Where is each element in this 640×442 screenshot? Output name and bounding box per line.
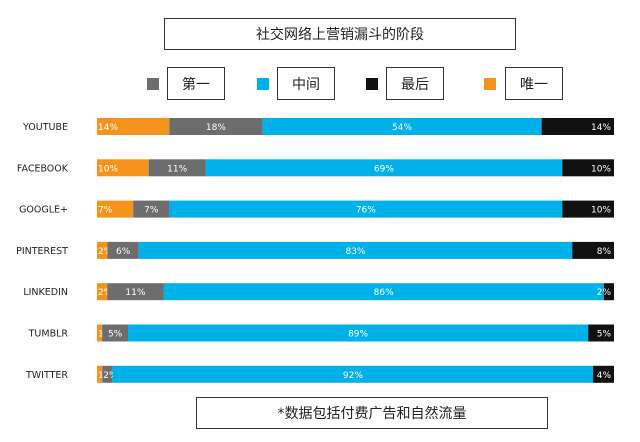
- chart-title: 社交网络上营销漏斗的阶段: [164, 18, 516, 50]
- data-label: 14%: [98, 123, 118, 133]
- bar-segment: [169, 200, 563, 218]
- data-label: 7%: [144, 206, 159, 216]
- bar-segment: [128, 324, 589, 342]
- category-label: FACEBOOK: [17, 163, 69, 174]
- legend-swatch-middle: [257, 78, 269, 90]
- bar-segment: [97, 365, 103, 383]
- category-label: TUMBLR: [28, 329, 69, 340]
- bar-segment: [262, 118, 542, 135]
- legend-swatch-only: [484, 78, 496, 90]
- category-label: TWITTER: [25, 370, 68, 381]
- bar-segment: [107, 283, 164, 301]
- legend-swatch-last: [366, 78, 378, 90]
- category-label: GOOGLE+: [19, 205, 68, 216]
- data-label: 7%: [98, 206, 113, 216]
- bar-segment: [603, 283, 614, 301]
- bar-segment: [169, 118, 263, 135]
- bar-segment: [102, 365, 113, 383]
- data-label: 4%: [597, 371, 612, 381]
- data-label: 92%: [343, 371, 363, 381]
- category-label: LINKEDIN: [23, 287, 68, 298]
- data-label: 83%: [345, 247, 365, 257]
- legend-label-middle: 中间: [277, 67, 335, 100]
- bar-segment: [588, 324, 614, 342]
- data-label: 54%: [392, 123, 412, 133]
- bar-segment: [562, 159, 614, 177]
- data-label: 2%: [597, 288, 612, 298]
- data-label: 10%: [591, 164, 611, 174]
- legend-label-first: 第一: [167, 67, 225, 100]
- bar-segment: [97, 324, 103, 342]
- data-label: 2%: [98, 288, 113, 298]
- bar-segment: [593, 365, 614, 383]
- bar-segment: [572, 241, 614, 259]
- bar-segment: [133, 200, 170, 218]
- data-label: 89%: [348, 330, 368, 340]
- bar-segment: [97, 283, 108, 301]
- category-label: PINTEREST: [16, 246, 68, 257]
- data-label: 6%: [116, 247, 131, 257]
- data-label: 69%: [374, 164, 394, 174]
- bar-segment: [107, 241, 139, 259]
- bar-segment: [148, 159, 206, 177]
- data-label: 18%: [206, 123, 226, 133]
- data-label: 8%: [597, 247, 612, 257]
- data-label: 5%: [108, 330, 123, 340]
- data-label: 2%: [98, 247, 113, 257]
- data-label: 2%: [103, 371, 118, 381]
- data-label: 10%: [98, 164, 118, 174]
- data-label: 5%: [597, 330, 612, 340]
- bar-segment: [138, 241, 573, 259]
- bar-segment: [163, 283, 604, 301]
- data-label: 10%: [591, 206, 611, 216]
- bar-segment: [102, 324, 129, 342]
- bar-segment: [97, 241, 108, 259]
- footnote: *数据包括付费广告和自然流量: [196, 397, 548, 429]
- bar-segment: [97, 118, 170, 135]
- bar-segment: [97, 200, 134, 218]
- bar-segment: [562, 200, 614, 218]
- data-label: 76%: [356, 206, 376, 216]
- bar-segment: [541, 118, 614, 135]
- data-label: 11%: [125, 288, 145, 298]
- data-label: 86%: [374, 288, 394, 298]
- data-label: 14%: [591, 123, 611, 133]
- legend-label-only: 唯一: [505, 67, 563, 100]
- category-label: YOUTUBE: [22, 122, 68, 133]
- legend-swatch-first: [147, 78, 159, 90]
- bar-segment: [205, 159, 563, 177]
- bar-segment: [112, 365, 594, 383]
- data-label: 11%: [167, 164, 187, 174]
- legend-label-last: 最后: [386, 67, 444, 100]
- bar-segment: [97, 159, 149, 177]
